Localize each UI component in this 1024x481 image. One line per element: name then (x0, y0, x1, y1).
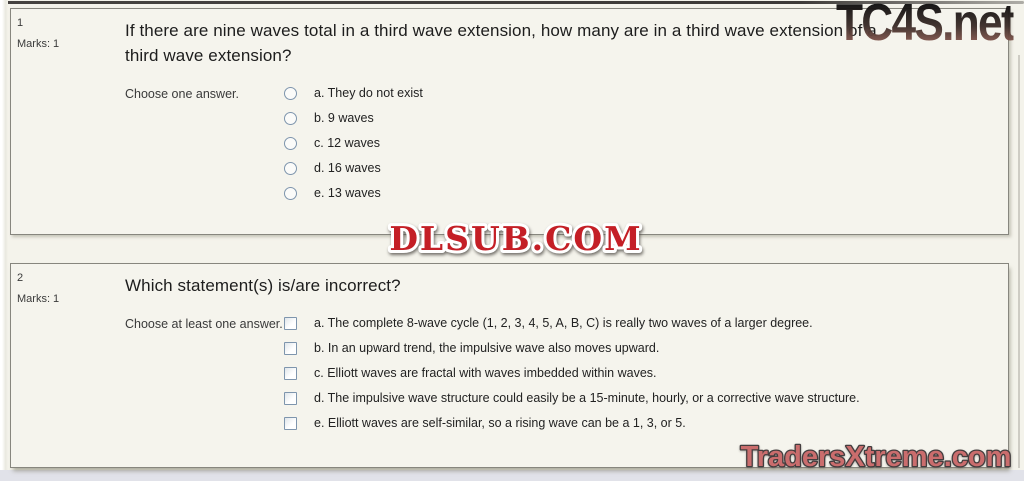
question-title: Which statement(s) is/are incorrect? (125, 276, 401, 295)
marks-label: Marks: 1 (17, 38, 60, 50)
option-label[interactable]: d. The impulsive wave structure could ea… (314, 391, 860, 405)
option-label[interactable]: c. 12 waves (314, 136, 381, 150)
option-label[interactable]: b. 9 waves (314, 111, 374, 125)
option-label[interactable]: c. Elliott waves are fractal with waves … (314, 366, 657, 380)
radio-button-icon[interactable] (284, 137, 297, 150)
option-label[interactable]: a. They do not exist (314, 86, 423, 100)
option-label[interactable]: d. 16 waves (314, 161, 381, 175)
page-right-edge (1018, 55, 1020, 468)
question-1-box: 1 Marks: 1 If there are nine waves total… (10, 8, 1009, 235)
checkbox-icon[interactable] (284, 392, 297, 405)
watermark-dlsub: DLSUB.COM (386, 216, 643, 261)
answer-option[interactable]: c. Elliott waves are fractal with waves … (284, 366, 995, 380)
checkbox-icon[interactable] (284, 342, 297, 355)
answer-option[interactable]: b. In an upward trend, the impulsive wav… (284, 341, 995, 355)
question-number: 2 (17, 272, 24, 284)
watermark-dlsub-text: DLSUB.COM (389, 219, 642, 258)
checkbox-icon[interactable] (284, 317, 297, 330)
radio-button-icon[interactable] (284, 187, 297, 200)
answer-prompt: Choose at least one answer. (125, 317, 283, 331)
question-2-content: Which statement(s) is/are incorrect? Cho… (125, 273, 995, 441)
page-left-edge (0, 0, 8, 470)
watermark-tradersxtreme: TradersXtreme.com (739, 440, 1012, 475)
answer-option[interactable]: a. They do not exist (284, 86, 995, 100)
watermark-tradersxtreme-text: TradersXtreme.com (741, 441, 1012, 473)
answer-option[interactable]: d. 16 waves (284, 161, 995, 175)
checkbox-icon[interactable] (284, 417, 297, 430)
option-label[interactable]: a. The complete 8-wave cycle (1, 2, 3, 4… (314, 316, 813, 330)
answer-area: Choose at least one answer. a. The compl… (125, 316, 995, 441)
option-label[interactable]: e. 13 waves (314, 186, 381, 200)
answer-option[interactable]: c. 12 waves (284, 136, 995, 150)
option-label[interactable]: e. Elliott waves are self-similar, so a … (314, 416, 686, 430)
question-2-info: 2 Marks: 1 (17, 268, 59, 310)
radio-button-icon[interactable] (284, 162, 297, 175)
question-1-info: 1 Marks: 1 (17, 13, 59, 55)
radio-button-icon[interactable] (284, 87, 297, 100)
page-top-edge (5, 1, 1024, 4)
answer-option[interactable]: a. The complete 8-wave cycle (1, 2, 3, 4… (284, 316, 995, 330)
options-list: a. The complete 8-wave cycle (1, 2, 3, 4… (284, 316, 995, 441)
answer-option[interactable]: d. The impulsive wave structure could ea… (284, 391, 995, 405)
radio-button-icon[interactable] (284, 112, 297, 125)
answer-area: Choose one answer. a. They do not exist … (125, 86, 995, 211)
checkbox-icon[interactable] (284, 367, 297, 380)
question-number: 1 (17, 17, 24, 29)
answer-option[interactable]: e. Elliott waves are self-similar, so a … (284, 416, 995, 430)
question-2-box: 2 Marks: 1 Which statement(s) is/are inc… (10, 263, 1009, 468)
answer-prompt: Choose one answer. (125, 87, 239, 101)
page-bottom-strip (0, 470, 1024, 481)
option-label[interactable]: b. In an upward trend, the impulsive wav… (314, 341, 660, 355)
answer-option[interactable]: e. 13 waves (284, 186, 995, 200)
marks-label: Marks: 1 (17, 293, 60, 305)
question-title: If there are nine waves total in a third… (125, 21, 877, 65)
question-1-content: If there are nine waves total in a third… (125, 18, 995, 211)
options-list: a. They do not exist b. 9 waves c. 12 wa… (284, 86, 995, 211)
watermark-tc4s: TC4S.net (836, 0, 1016, 53)
answer-option[interactable]: b. 9 waves (284, 111, 995, 125)
